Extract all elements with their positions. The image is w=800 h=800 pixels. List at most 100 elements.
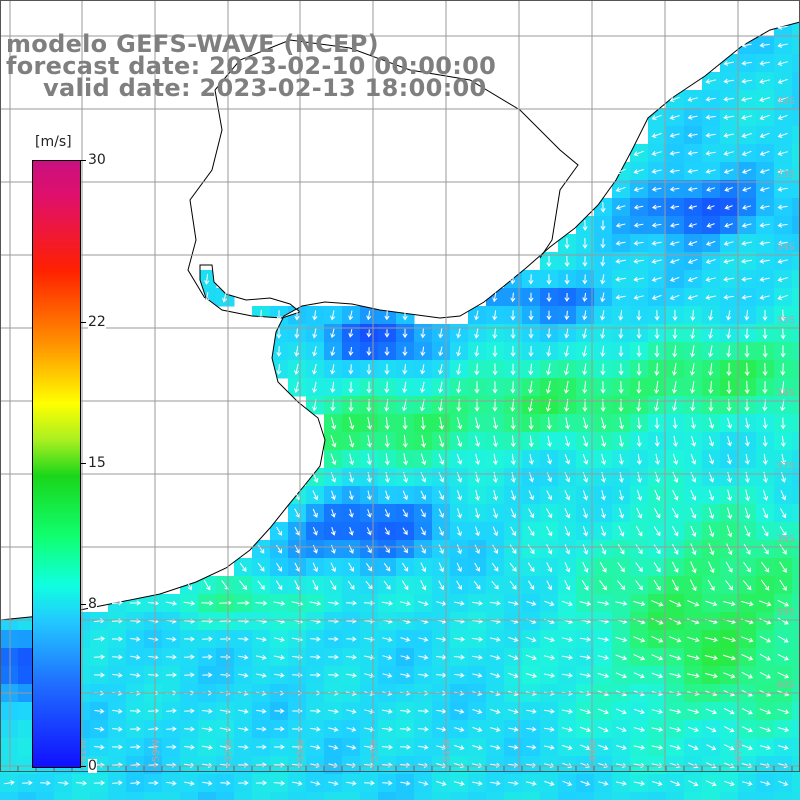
wind-arrow: [328, 708, 339, 714]
wind-arrow: [456, 562, 462, 573]
latitude-label: 32S: [776, 96, 795, 107]
wind-arrow: [166, 654, 177, 660]
wind-arrow: [366, 527, 372, 536]
wind-arrow: [201, 744, 213, 750]
wind-arrow: [274, 672, 285, 678]
wind-arrow: [723, 78, 734, 84]
wind-cell: [18, 738, 37, 757]
wind-arrow: [669, 654, 682, 661]
wind-arrow: [438, 328, 444, 339]
wind-cell: [468, 792, 487, 800]
wind-cell: [612, 792, 631, 800]
wind-arrow: [780, 490, 787, 501]
wind-arrow: [704, 655, 718, 661]
wind-arrow: [619, 417, 625, 430]
wind-arrow: [204, 274, 210, 285]
longitude-label: 47W: [734, 739, 745, 762]
wind-arrow: [349, 453, 355, 466]
wind-arrow: [705, 294, 716, 300]
wind-arrow: [706, 744, 717, 751]
wind-cell: [792, 270, 800, 289]
wind-cell: [792, 648, 800, 667]
wind-arrow: [510, 508, 517, 519]
wind-cell: [792, 162, 800, 181]
wind-arrow: [184, 654, 195, 660]
wind-arrow: [490, 672, 501, 678]
wind-arrow: [651, 672, 664, 679]
wind-arrow: [238, 636, 249, 642]
wind-arrow: [636, 435, 642, 448]
wind-arrow: [347, 580, 355, 590]
wind-arrow: [723, 708, 735, 715]
wind-arrow: [526, 708, 537, 714]
wind-arrow: [635, 544, 643, 555]
wind-arrow: [618, 453, 624, 466]
wind-arrow: [651, 150, 662, 156]
wind-arrow: [345, 600, 357, 606]
wind-arrow: [129, 708, 141, 714]
wind-arrow: [761, 561, 770, 573]
wind-arrow: [762, 310, 768, 321]
wind-arrow: [723, 240, 734, 246]
wind-arrow: [759, 150, 770, 156]
wind-arrow: [546, 562, 553, 573]
wind-arrow: [546, 255, 552, 268]
wind-arrow: [654, 310, 660, 321]
wind-arrow: [402, 328, 408, 339]
wind-arrow: [294, 363, 300, 376]
wind-cell: [18, 630, 37, 649]
wind-arrow: [670, 204, 680, 210]
wind-arrow: [546, 345, 552, 357]
wind-arrow: [456, 346, 462, 357]
wind-arrow: [366, 435, 372, 448]
wind-arrow: [762, 453, 768, 466]
wind-arrow: [726, 327, 732, 340]
wind-arrow: [724, 726, 735, 733]
wind-arrow: [473, 580, 481, 590]
wind-arrow: [582, 328, 588, 339]
wind-arrow: [564, 292, 570, 302]
wind-arrow: [526, 726, 537, 732]
wind-arrow: [633, 727, 645, 733]
wind-arrow: [492, 310, 498, 321]
wind-arrow: [688, 241, 698, 246]
wind-arrow: [759, 204, 770, 210]
wind-cell: [792, 720, 800, 739]
wind-arrow: [112, 726, 123, 732]
wind-cell: [0, 756, 19, 775]
wind-arrow: [633, 276, 644, 282]
wind-arrow: [741, 726, 753, 733]
wind-arrow: [653, 544, 661, 555]
wind-arrow: [651, 709, 664, 714]
wind-arrow: [600, 327, 606, 339]
wind-arrow: [723, 96, 734, 102]
wind-arrow: [528, 292, 534, 303]
wind-arrow: [780, 363, 786, 376]
wind-arrow: [723, 150, 734, 156]
wind-arrow: [367, 416, 373, 430]
wind-cell: [486, 792, 505, 800]
longitude-label: 59W: [151, 739, 162, 762]
wind-arrow: [561, 654, 574, 660]
wind-arrow: [330, 364, 336, 375]
wind-cell: [0, 738, 19, 757]
wind-arrow: [579, 601, 592, 607]
wind-arrow: [400, 672, 411, 678]
wind-arrow: [384, 490, 390, 501]
wind-arrow: [348, 364, 354, 375]
wind-arrow: [651, 726, 664, 732]
wind-arrow: [672, 363, 678, 376]
wind-arrow: [669, 222, 680, 228]
wind-arrow: [510, 274, 516, 285]
wind-arrow: [417, 708, 429, 714]
wind-arrow: [564, 544, 571, 555]
wind-arrow: [686, 673, 700, 679]
wind-arrow: [651, 204, 662, 210]
wind-arrow: [510, 435, 516, 448]
wind-arrow: [526, 601, 537, 606]
wind-arrow: [745, 489, 751, 502]
wind-arrow: [583, 417, 589, 430]
wind-arrow: [543, 655, 555, 661]
wind-arrow: [687, 132, 698, 138]
wind-cell: [666, 792, 685, 800]
